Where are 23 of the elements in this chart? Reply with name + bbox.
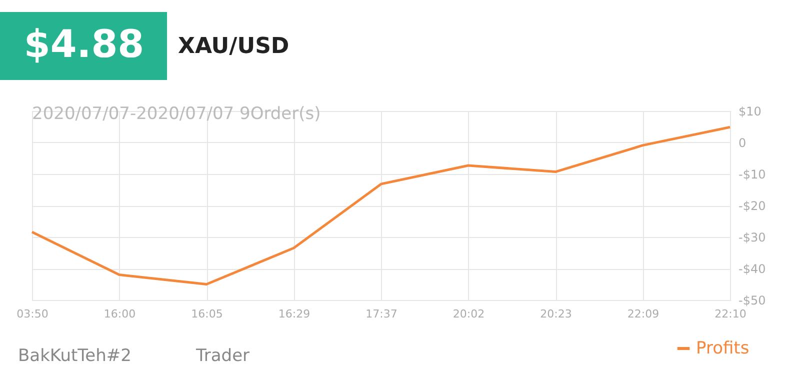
- text: BakKutTeh#2: [18, 346, 132, 366]
- x-tick-label: 03:50: [16, 308, 48, 320]
- y-tick-label: -$40: [738, 262, 766, 276]
- x-tick-label: 22:09: [627, 308, 660, 320]
- y-tick-label: -$30: [738, 230, 766, 244]
- x-tick-label: 20:02: [452, 308, 485, 320]
- y-tick-label: 0: [738, 136, 746, 150]
- x-tick-label: 16:05: [191, 308, 223, 320]
- x-tick-label: 22:10: [714, 308, 746, 320]
- x-tick-label: 16:29: [278, 308, 310, 320]
- x-tick-label: 16:00: [104, 308, 136, 320]
- x-tick-label: 20:23: [540, 308, 572, 320]
- y-tick-label: -$10: [738, 168, 766, 182]
- y-tick-label: $10: [738, 104, 762, 118]
- chart-subtitle: 2020/07/07-2020/07/07 9Order(s): [32, 104, 321, 124]
- legend-label: Profits: [696, 338, 750, 358]
- text: $4.88: [24, 22, 144, 66]
- y-tick-label: -$50: [738, 294, 766, 308]
- y-tick-label: -$20: [738, 199, 766, 213]
- line-series: [30, 126, 732, 286]
- x-tick-label: 17:37: [366, 308, 398, 320]
- chart-title: XAU/USD: [178, 34, 290, 59]
- text: Trader: [195, 346, 250, 366]
